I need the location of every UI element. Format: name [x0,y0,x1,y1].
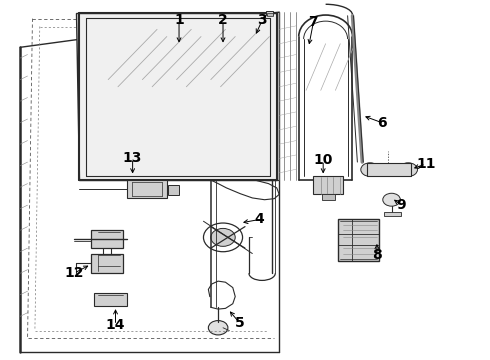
Circle shape [98,233,116,246]
Polygon shape [266,11,273,15]
Text: 5: 5 [235,316,245,330]
Polygon shape [127,180,167,198]
Text: 11: 11 [416,157,436,171]
Circle shape [383,193,400,206]
Polygon shape [267,13,273,16]
Circle shape [98,256,117,270]
Polygon shape [322,194,335,200]
Text: 2: 2 [218,13,228,27]
Polygon shape [91,230,123,248]
Text: 7: 7 [309,15,318,29]
Polygon shape [91,253,123,273]
Text: 6: 6 [377,116,387,130]
Text: 8: 8 [372,248,382,262]
Polygon shape [314,176,343,194]
Polygon shape [168,185,179,195]
Polygon shape [367,163,411,176]
Text: 9: 9 [396,198,406,212]
Circle shape [103,295,117,305]
Text: 1: 1 [174,13,184,27]
Text: 10: 10 [314,153,333,167]
Circle shape [211,228,235,246]
Circle shape [208,320,228,335]
Text: 12: 12 [64,266,84,280]
Circle shape [361,163,379,176]
Polygon shape [338,220,379,261]
Circle shape [399,163,417,176]
Text: 3: 3 [257,13,267,27]
Polygon shape [384,212,401,216]
Polygon shape [76,13,277,180]
Text: 14: 14 [106,318,125,332]
Text: 4: 4 [255,212,265,226]
Polygon shape [94,293,127,306]
Text: 13: 13 [123,152,142,166]
